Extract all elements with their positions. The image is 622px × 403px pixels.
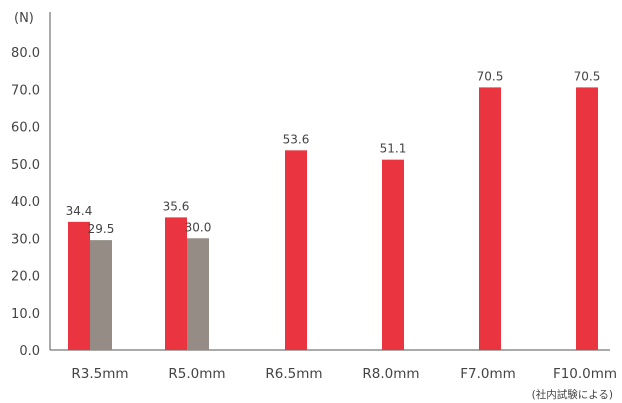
x-category-label: R5.0mm <box>168 366 225 382</box>
y-tick-label: 80.0 <box>11 46 40 61</box>
x-category-label: F7.0mm <box>460 366 516 382</box>
bar-R5.0mm-series2 <box>187 238 209 350</box>
data-label: 34.4 <box>66 204 93 218</box>
data-label: 29.5 <box>88 222 115 236</box>
data-label: 30.0 <box>185 220 212 234</box>
footnote: (社内試験による) <box>532 388 613 401</box>
bar-R8.0mm-series1 <box>382 159 404 350</box>
y-tick-label: 10.0 <box>11 307 40 322</box>
x-category-label: R8.0mm <box>362 366 419 382</box>
bar-F7.0mm-series1 <box>479 87 501 350</box>
y-tick-label: 0.0 <box>19 344 40 359</box>
y-axis-unit-label: (N) <box>14 11 34 26</box>
y-tick-label: 20.0 <box>11 270 40 285</box>
x-axis-category-labels: R3.5mm R5.0mm R6.5mm R8.0mm F7.0mm F10.0mm <box>71 366 617 382</box>
data-label: 35.6 <box>163 199 190 213</box>
data-label: 53.6 <box>283 132 310 146</box>
data-labels-group: 34.4 29.5 35.6 30.0 53.6 51.1 70.5 70.5 <box>66 69 601 236</box>
bar-R5.0mm-series1 <box>165 217 187 350</box>
x-category-label: R3.5mm <box>71 366 128 382</box>
y-tick-label: 70.0 <box>11 83 40 98</box>
bar-R3.5mm-series1 <box>68 221 90 350</box>
y-tick-label: 30.0 <box>11 232 40 247</box>
x-category-label: F10.0mm <box>553 366 617 382</box>
y-axis-ticks: 0.0 10.0 20.0 30.0 40.0 50.0 60.0 70.0 80.0 <box>11 46 40 359</box>
x-category-label: R6.5mm <box>265 366 322 382</box>
data-label: 70.5 <box>477 69 504 83</box>
y-tick-label: 60.0 <box>11 121 40 136</box>
bar-R3.5mm-series2 <box>90 240 112 350</box>
bar-F10.0mm-series1 <box>576 87 598 350</box>
bars-group <box>68 87 598 350</box>
data-label: 70.5 <box>574 69 601 83</box>
y-tick-label: 40.0 <box>11 195 40 210</box>
y-tick-label: 50.0 <box>11 158 40 173</box>
data-label: 51.1 <box>380 142 407 156</box>
bar-R6.5mm-series1 <box>285 150 307 350</box>
